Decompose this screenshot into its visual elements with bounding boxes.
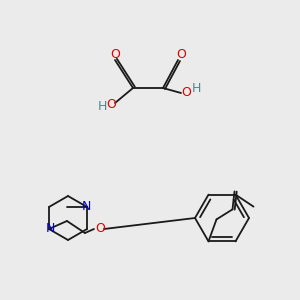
Text: O: O xyxy=(181,85,191,98)
Text: H: H xyxy=(97,100,107,112)
Text: H: H xyxy=(191,82,201,95)
Text: N: N xyxy=(45,223,55,236)
Text: N: N xyxy=(81,200,91,214)
Text: O: O xyxy=(95,223,105,236)
Text: O: O xyxy=(110,47,120,61)
Text: O: O xyxy=(176,47,186,61)
Text: O: O xyxy=(106,98,116,110)
